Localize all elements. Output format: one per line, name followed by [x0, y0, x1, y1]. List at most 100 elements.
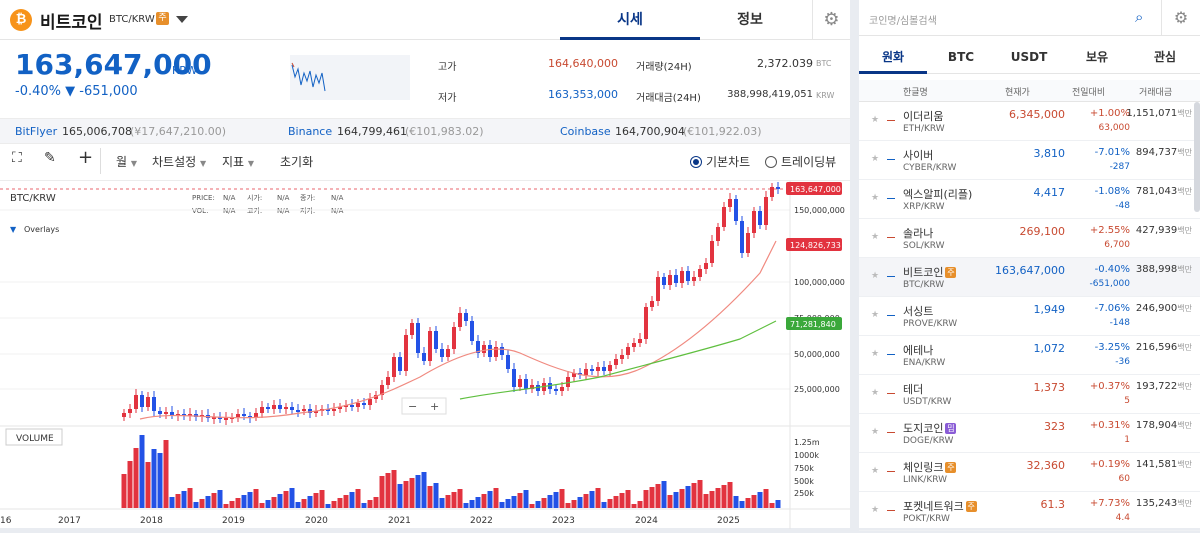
volume-bar: [583, 494, 589, 508]
coin-select-caret-icon[interactable]: [176, 16, 188, 23]
favorite-star-icon[interactable]: ★: [871, 388, 880, 398]
volume-bar: [607, 499, 613, 508]
trend-mini-icon: [887, 237, 895, 238]
indicator-label: 지표: [222, 155, 245, 169]
period-select[interactable]: 월 ▼: [116, 153, 137, 170]
candle-body: [740, 221, 744, 253]
volume-bar: [409, 478, 415, 508]
col-volume[interactable]: 거래대금: [1139, 88, 1173, 98]
coin-change-rate: +2.55%: [1089, 225, 1130, 236]
market-row[interactable]: ★ 테더 USDT/KRW 1,373 +0.37% 5 193,722백만: [859, 375, 1200, 414]
tab-krw[interactable]: 원화: [859, 40, 927, 74]
volume-bar: [181, 491, 187, 508]
favorite-star-icon[interactable]: ★: [871, 154, 880, 164]
favorite-star-icon[interactable]: ★: [871, 427, 880, 437]
overlays-caret-icon[interactable]: ▼: [10, 225, 17, 234]
coin-volume: 193,722백만: [1135, 381, 1192, 392]
tab-market-price[interactable]: 시세: [560, 0, 700, 40]
coin-change-amount: -36: [1115, 357, 1130, 367]
indicator-button[interactable]: 지표 ▼: [222, 153, 254, 170]
gear-icon[interactable]: ⚙: [1161, 0, 1200, 36]
volume-bar: [673, 492, 679, 508]
chart-settings-button[interactable]: 차트설정 ▼: [152, 153, 206, 170]
tab-info[interactable]: 정보: [737, 12, 763, 28]
candle-body: [194, 414, 198, 417]
zoom-out-button[interactable]: −: [408, 400, 417, 413]
search-icon[interactable]: ⌕: [1135, 8, 1144, 26]
market-row[interactable]: ★ 서싱트 PROVE/KRW 1,949 -7.06% -148 246,900백만: [859, 297, 1200, 336]
favorite-star-icon[interactable]: ★: [871, 505, 880, 515]
volume-bar: [733, 496, 739, 508]
reset-button[interactable]: 초기화: [280, 155, 314, 169]
volume-bar: [385, 473, 391, 508]
favorite-star-icon[interactable]: ★: [871, 466, 880, 476]
zoom-in-button[interactable]: +: [430, 400, 439, 413]
volume-bar: [265, 500, 271, 508]
favorite-star-icon[interactable]: ★: [871, 349, 880, 359]
search-input[interactable]: 코인명/심볼검색: [869, 16, 937, 27]
volume-bar: [553, 492, 559, 508]
candle-body: [560, 387, 564, 391]
coin-volume: 246,900백만: [1135, 303, 1192, 314]
market-row[interactable]: ★ 에테나 ENA/KRW 1,072 -3.25% -36 216,596백만: [859, 336, 1200, 375]
favorite-star-icon[interactable]: ★: [871, 310, 880, 320]
basic-chart-radio[interactable]: 기본차트: [690, 153, 750, 170]
chart-symbol: BTC/KRW: [10, 193, 56, 204]
draw-pencil-icon[interactable]: ✎: [44, 150, 56, 166]
volume-bar: [577, 497, 583, 508]
tab-favorites[interactable]: 관심: [1153, 50, 1177, 64]
ma-long-tag-box: [786, 317, 842, 330]
candle-body: [512, 369, 516, 387]
crosshair-icon[interactable]: +: [78, 147, 94, 168]
ma-short-tag: 124,826,733: [790, 241, 841, 250]
volume-bar: [145, 462, 151, 508]
favorite-star-icon[interactable]: ★: [871, 232, 880, 242]
settings-gear-icon[interactable]: ⚙: [812, 0, 850, 40]
candle-body: [446, 349, 450, 357]
market-scrollbar[interactable]: [1194, 102, 1200, 212]
volume-bar: [625, 490, 631, 508]
col-price[interactable]: 현재가: [1005, 88, 1030, 98]
market-row[interactable]: ★ 이더리움 ETH/KRW 6,345,000 +1.00% 63,000 1,151,0…: [859, 102, 1200, 141]
candle-body: [524, 379, 528, 389]
tab-btc[interactable]: BTC: [947, 50, 975, 64]
col-change[interactable]: 전일대비: [1072, 88, 1106, 98]
tab-usdt[interactable]: USDT: [1010, 50, 1048, 64]
tradingview-radio[interactable]: 트레이딩뷰: [765, 153, 836, 170]
overlays-label[interactable]: Overlays: [24, 225, 59, 234]
market-row[interactable]: ★ 체인링크 주 LINK/KRW 32,360 +0.19% 60 141,581백만: [859, 453, 1200, 492]
volume-bar: [643, 490, 649, 508]
candle-body: [422, 353, 426, 361]
coin-price: 1,373: [1033, 381, 1066, 394]
volume-bar: [301, 499, 307, 508]
time-axis-label: 2025: [717, 516, 740, 526]
candlestick-chart-svg[interactable]: BTC/KRW ▼ Overlays PRICE: N/A 시가: N/A 종가: N/A…: [0, 181, 850, 529]
market-row[interactable]: ★ 사이버 CYBER/KRW 3,810 -7.01% -287 894,737백만: [859, 141, 1200, 180]
caution-badge: 주: [156, 12, 169, 25]
candle-body: [764, 197, 768, 225]
tab-holdings[interactable]: 보유: [1085, 50, 1109, 64]
market-row[interactable]: ★ 도지코인 밈 DOGE/KRW 323 +0.31% 1 178,904백만: [859, 414, 1200, 453]
candle-body: [566, 377, 570, 387]
favorite-star-icon[interactable]: ★: [871, 271, 880, 281]
market-row[interactable]: ★ 엑스알피(리플) XRP/KRW 4,417 -1.08% -48 781,043백만: [859, 180, 1200, 219]
favorite-star-icon[interactable]: ★: [871, 115, 880, 125]
coin-change-rate: -7.01%: [1094, 147, 1130, 158]
fullscreen-icon[interactable]: ⛶: [12, 150, 22, 166]
candle-body: [440, 349, 444, 357]
volume-bar: [703, 494, 709, 508]
candles-group: [122, 182, 780, 425]
high-value: 164,640,000: [548, 57, 618, 70]
coin-name: 비트코인: [40, 13, 103, 33]
favorite-star-icon[interactable]: ★: [871, 193, 880, 203]
market-row[interactable]: ★ 포켓네트워크 주 POKT/KRW 61.3 +7.73% 4.4 135,243백만: [859, 492, 1200, 531]
candle-body: [452, 327, 456, 349]
col-name[interactable]: 한글명: [903, 88, 928, 98]
market-row[interactable]: ★ 솔라나 SOL/KRW 269,100 +2.55% 6,700 427,939백만: [859, 219, 1200, 258]
volume-unit: BTC: [816, 59, 832, 68]
price-chart[interactable]: BTC/KRW ▼ Overlays PRICE: N/A 시가: N/A 종가: N/A…: [0, 180, 850, 529]
trend-mini-icon: [887, 510, 895, 511]
market-row[interactable]: ★ 비트코인 주 BTC/KRW 163,647,000 -0.40% -651,000 38…: [859, 258, 1200, 297]
volume-bar: [157, 453, 163, 508]
basic-chart-label: 기본차트: [706, 155, 751, 169]
